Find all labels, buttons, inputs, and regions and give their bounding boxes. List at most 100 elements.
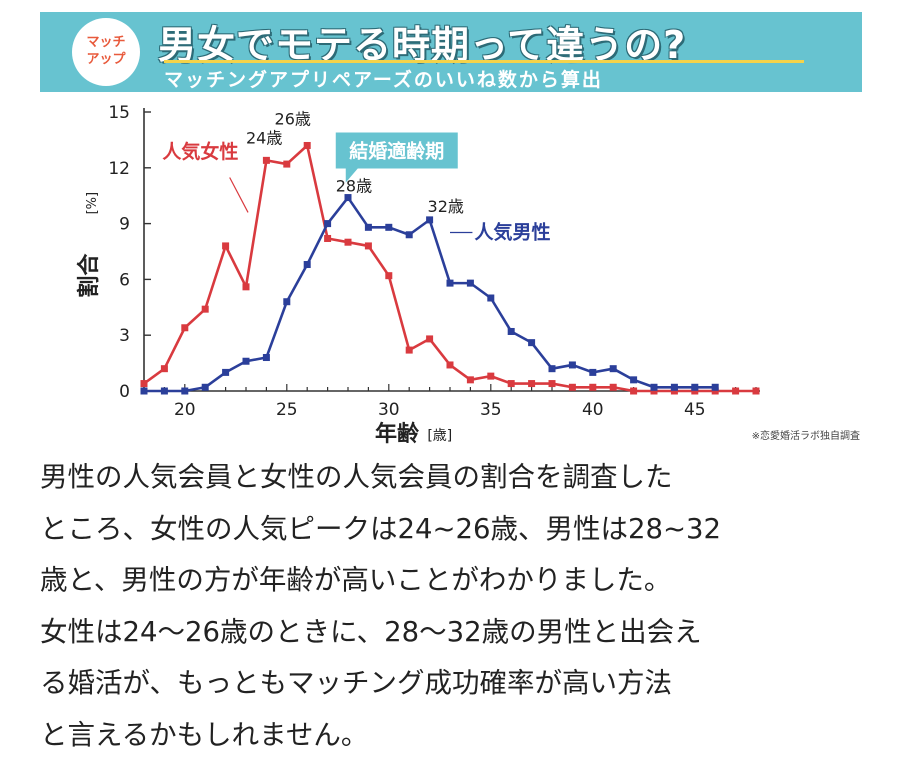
female-data-point — [160, 365, 168, 373]
female-data-point — [507, 380, 515, 388]
male-data-point — [140, 387, 148, 395]
male-data-point — [160, 387, 168, 395]
male-data-point — [487, 294, 495, 302]
peak-label-28: 28歳 — [336, 177, 372, 196]
female-series-line — [143, 144, 756, 393]
male-data-point — [242, 357, 250, 365]
male-data-point — [589, 368, 597, 376]
male-data-point — [528, 339, 536, 347]
female-data-point — [691, 387, 699, 395]
male-data-point — [405, 231, 413, 239]
callout-bubble — [335, 132, 458, 183]
male-data-point — [426, 216, 434, 224]
male-data-point — [691, 383, 699, 391]
male-data-point — [507, 327, 515, 335]
male-data-point — [670, 383, 678, 391]
line-chart: 0 3 6 9 12 15 20 25 30 35 40 45 割合 [%] 年齢 [歳] ※恋愛婚活ラボ独自調… — [76, 103, 860, 447]
female-label-leader — [229, 177, 249, 213]
male-data-point — [324, 220, 332, 228]
female-data-point — [752, 387, 760, 395]
female-data-point — [711, 387, 719, 395]
y-tick-label: 6 — [119, 270, 130, 290]
y-tick-label: 0 — [119, 382, 130, 402]
male-data-point — [609, 365, 617, 373]
female-data-point — [528, 380, 536, 388]
female-data-point — [364, 242, 372, 250]
x-tick-label: 35 — [480, 400, 502, 420]
female-data-point — [609, 383, 617, 391]
female-data-point — [732, 387, 740, 395]
paragraph-line: る婚活が、もっともマッチング成功確率が高い方法 — [40, 667, 672, 699]
badge-line-1: マッチ — [86, 35, 126, 50]
male-data-point — [548, 365, 556, 373]
male-data-point — [711, 383, 719, 391]
paragraph-line: 女性は24〜26歳のときに、28〜32歳の男性と出会え — [40, 615, 702, 648]
y-tick-label: 12 — [108, 159, 130, 179]
female-data-point — [262, 156, 270, 164]
male-series-label: 人気男性 — [474, 220, 550, 243]
title-underline — [164, 60, 804, 63]
female-data-point — [324, 234, 332, 242]
male-data-point — [650, 383, 658, 391]
female-data-point — [650, 387, 658, 395]
male-data-point — [262, 354, 270, 362]
x-tick-label: 40 — [582, 400, 604, 420]
chart-axes: 0 3 6 9 12 15 20 25 30 35 40 45 割合 [%] 年齢 [歳] ※恋愛婚活ラボ独自調… — [76, 103, 860, 447]
paragraph-line: と言えるかもしれません。 — [40, 718, 369, 751]
male-data-point — [568, 361, 576, 369]
article-paragraph: 男性の人気会員と女性の人気会員の割合を調査した ところ、女性の人気ピークは24~… — [40, 452, 870, 761]
y-tick-label: 15 — [108, 103, 130, 123]
female-data-point — [385, 272, 393, 280]
badge-text: マッチ アップ — [74, 34, 138, 68]
y-axis-title: 割合 — [76, 253, 102, 298]
female-data-point — [589, 383, 597, 391]
female-data-point — [201, 305, 209, 313]
y-axis-unit: [%] — [85, 192, 100, 215]
male-data-point — [303, 261, 311, 269]
x-tick-label: 45 — [684, 400, 706, 420]
callout-text: 結婚適齢期 — [349, 139, 444, 162]
female-data-point — [568, 383, 576, 391]
female-data-point — [283, 160, 291, 168]
male-data-point — [201, 383, 209, 391]
male-data-point — [181, 387, 189, 395]
chart-area: 0 3 6 9 12 15 20 25 30 35 40 45 割合 [%] 年齢 [歳] ※恋愛婚活ラボ独自調… — [40, 96, 862, 448]
female-data-point — [548, 380, 556, 388]
paragraph-line: 男性の人気会員と女性の人気会員の割合を調査した — [40, 461, 673, 493]
female-data-point — [446, 361, 454, 369]
x-tick-label: 25 — [276, 400, 298, 420]
female-data-point — [222, 242, 230, 250]
series-layer — [140, 141, 760, 395]
header-banner: マッチ アップ 男女でモテる時期って違うの? マッチングアプリペアーズのいいね数… — [40, 12, 862, 92]
male-data-point — [630, 376, 638, 384]
female-data-point — [344, 238, 352, 246]
male-data-point — [222, 368, 230, 376]
female-series-label: 人気女性 — [162, 140, 238, 163]
banner-title: 男女でモテる時期って違うの? — [158, 23, 687, 67]
male-data-point — [446, 279, 454, 287]
badge-line-2: アップ — [86, 52, 126, 67]
female-data-point — [487, 372, 495, 380]
male-data-point — [466, 279, 474, 287]
female-data-point — [466, 376, 474, 384]
peak-label-32: 32歳 — [428, 197, 464, 216]
x-tick-label: 20 — [174, 400, 196, 420]
female-data-point — [630, 387, 638, 395]
source-note: ※恋愛婚活ラボ独自調査 — [752, 429, 860, 442]
female-data-point — [670, 387, 678, 395]
female-data-point — [140, 380, 148, 388]
paragraph-line: 歳と、男性の方が年齢が高いことがわかりました。 — [40, 564, 672, 596]
y-tick-label: 3 — [119, 326, 130, 346]
male-data-point — [364, 223, 372, 231]
male-data-point — [385, 223, 393, 231]
female-data-point — [405, 346, 413, 354]
peak-label-24: 24歳 — [246, 128, 282, 147]
y-tick-label: 9 — [119, 215, 130, 235]
male-series-line — [144, 196, 716, 393]
banner-subtitle: マッチングアプリペアーズのいいね数から算出 — [164, 69, 603, 91]
peak-label-26: 26歳 — [275, 109, 311, 128]
female-data-point — [426, 335, 434, 343]
x-axis-title: 年齢 — [375, 421, 420, 447]
x-tick-label: 30 — [378, 400, 400, 420]
